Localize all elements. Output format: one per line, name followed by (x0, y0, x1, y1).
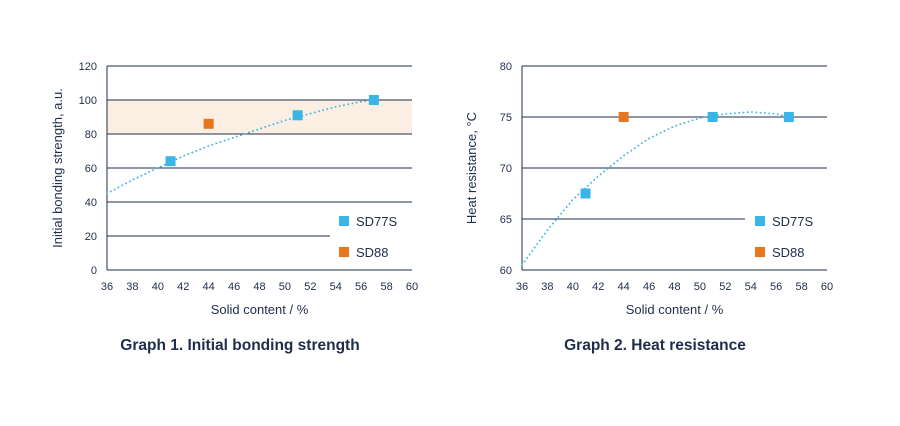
x-tick-label: 54 (330, 281, 342, 293)
y-tick-label: 75 (500, 112, 512, 124)
x-tick-label: 58 (795, 281, 807, 293)
x-tick-label: 60 (821, 281, 833, 293)
chart-2: 60 65 70 75 80 36 38 40 42 44 46 48 50 52 54 56 58 60 Soli… (464, 61, 833, 354)
x-tick-label: 56 (770, 281, 782, 293)
y-tick-label: 65 (500, 214, 512, 226)
legend-marker-sd88 (339, 247, 349, 257)
x-tick-label: 44 (618, 281, 630, 293)
data-point-sd77s (165, 156, 176, 167)
y-tick-label: 80 (85, 129, 97, 141)
y-tick-label: 40 (85, 197, 97, 209)
y-tick-label: 70 (500, 163, 512, 175)
x-tick-label: 52 (304, 281, 316, 293)
trendline-sd77s (106, 99, 375, 195)
y-tick-label: 0 (91, 265, 97, 277)
x-axis-label: Solid content / % (211, 302, 309, 317)
x-tick-label: 36 (516, 281, 528, 293)
legend-label-sd77s: SD77S (356, 214, 398, 229)
target-band (107, 100, 412, 134)
x-tick-label: 36 (101, 281, 113, 293)
data-point-sd77s (707, 112, 718, 122)
y-tick-label: 60 (500, 265, 512, 277)
legend-label-sd88: SD88 (356, 245, 389, 260)
x-axis-label: Solid content / % (626, 302, 724, 317)
x-tick-label: 50 (694, 281, 706, 293)
x-tick-label: 48 (668, 281, 680, 293)
chart-1: 0 20 40 60 80 100 120 36 38 40 42 44 46 48 50 52 54 56 58 6… (50, 61, 418, 354)
x-tick-label: 42 (592, 281, 604, 293)
x-tick-label: 58 (380, 281, 392, 293)
x-tick-label: 60 (406, 281, 418, 293)
y-axis-label: Heat resistance, °C (464, 112, 479, 224)
x-tick-label: 52 (719, 281, 731, 293)
legend-label-sd88: SD88 (772, 245, 805, 260)
x-tick-label: 48 (253, 281, 265, 293)
x-tick-label: 38 (126, 281, 138, 293)
legend-label-sd77s: SD77S (772, 214, 814, 229)
data-point-sd88 (618, 112, 629, 122)
x-tick-label: 54 (745, 281, 757, 293)
data-point-sd77s (783, 112, 794, 122)
legend-marker-sd77s (755, 216, 765, 226)
y-axis-label: Initial bonding strength, a.u. (50, 88, 65, 248)
chart-caption: Graph 2. Heat resistance (564, 337, 746, 354)
y-tick-label: 60 (85, 163, 97, 175)
data-point-sd88 (203, 118, 214, 129)
chart-caption: Graph 1. Initial bonding strength (120, 337, 359, 354)
x-tick-label: 50 (279, 281, 291, 293)
x-tick-label: 40 (567, 281, 579, 293)
x-tick-label: 46 (643, 281, 655, 293)
x-tick-label: 42 (177, 281, 189, 293)
y-tick-label: 20 (85, 231, 97, 243)
y-tick-label: 80 (500, 61, 512, 73)
data-point-sd77s (292, 110, 303, 121)
legend-marker-sd77s (339, 216, 349, 226)
y-tick-label: 100 (79, 95, 97, 107)
x-tick-label: 38 (541, 281, 553, 293)
x-tick-label: 56 (355, 281, 367, 293)
y-tick-label: 120 (79, 61, 97, 73)
data-point-sd77s (580, 188, 591, 199)
x-tick-label: 44 (203, 281, 215, 293)
trendline-sd77s (521, 110, 790, 266)
legend-marker-sd88 (755, 247, 765, 257)
data-point-sd77s (368, 95, 379, 105)
x-tick-label: 40 (152, 281, 164, 293)
x-tick-label: 46 (228, 281, 240, 293)
